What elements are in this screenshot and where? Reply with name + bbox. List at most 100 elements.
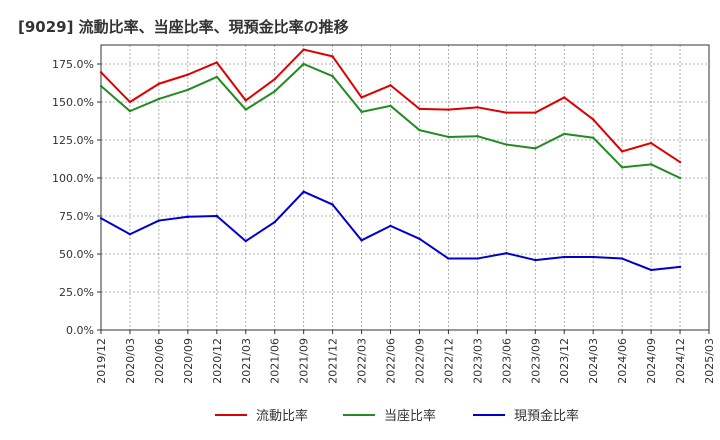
data-point: [331, 55, 334, 58]
data-point: [360, 110, 363, 114]
data-point: [99, 217, 103, 220]
data-point: [157, 97, 161, 101]
data-point: [99, 84, 103, 88]
data-point: [128, 233, 132, 236]
x-tick-label: 2020/12: [211, 338, 224, 384]
data-point: [563, 132, 566, 136]
data-point: [128, 100, 132, 104]
data-point: [389, 224, 392, 228]
data-point: [534, 111, 537, 114]
data-point: [244, 108, 247, 111]
x-tick-label: 2021/06: [269, 338, 282, 384]
y-tick-label: 75.0%: [59, 210, 94, 223]
data-point: [302, 48, 305, 51]
legend-label: 現預金比率: [514, 408, 579, 424]
data-point: [620, 257, 624, 260]
y-axis-ticks: 0.0% 25.0% 50.0% 75.0% 100.0% 125.0% 150.0% 175…: [52, 58, 101, 337]
legend-label: 当座比率: [384, 408, 436, 424]
x-tick-label: 2020/03: [124, 338, 137, 384]
data-point: [244, 239, 247, 243]
x-tick-label: 2023/06: [500, 338, 513, 384]
data-point: [331, 74, 334, 78]
data-point: [447, 257, 450, 260]
data-point: [505, 143, 508, 146]
data-point: [302, 62, 305, 66]
data-point: [186, 215, 190, 218]
x-tick-label: 2024/06: [616, 338, 629, 384]
data-point: [649, 268, 653, 272]
x-tick-label: 2024/09: [645, 338, 658, 384]
data-point: [678, 160, 682, 164]
data-point: [99, 71, 103, 74]
data-point: [186, 73, 190, 76]
x-tick-label: 2022/03: [356, 338, 369, 384]
x-tick-label: 2023/09: [529, 338, 542, 384]
data-point: [360, 239, 363, 242]
x-tick-label: 2025/03: [703, 338, 716, 384]
data-point: [476, 106, 479, 109]
data-point: [389, 84, 392, 87]
data-point: [128, 109, 132, 113]
data-point: [563, 255, 566, 259]
y-tick-label: 100.0%: [52, 172, 94, 185]
data-point: [505, 252, 508, 255]
x-tick-label: 2024/12: [674, 338, 687, 384]
x-tick-label: 2019/12: [95, 338, 108, 384]
data-point: [418, 237, 421, 240]
data-point: [418, 107, 421, 111]
y-tick-label: 175.0%: [52, 58, 94, 71]
data-point: [302, 190, 305, 193]
plot-frame: [100, 44, 710, 331]
data-point: [215, 214, 219, 218]
x-tick-label: 2022/12: [442, 338, 455, 384]
data-point: [186, 88, 190, 92]
data-point: [273, 220, 276, 224]
x-tick-label: 2020/09: [182, 338, 195, 384]
data-point: [244, 99, 247, 102]
data-point: [534, 258, 537, 262]
series-3: [99, 190, 682, 272]
data-point: [591, 255, 595, 259]
data-point: [447, 135, 450, 139]
x-tick-label: 2022/06: [385, 338, 398, 384]
x-axis-ticks: 2019/12 2020/03 2020/06 2020/09 2020/12 2021/…: [95, 330, 716, 384]
data-point: [620, 150, 624, 153]
data-point: [505, 111, 508, 114]
data-point: [157, 82, 161, 85]
x-tick-label: 2021/09: [298, 338, 311, 384]
y-tick-label: 50.0%: [59, 248, 94, 261]
data-point: [591, 118, 595, 121]
x-tick-label: 2021/03: [240, 338, 253, 384]
data-point: [476, 257, 479, 260]
series-1: [99, 48, 682, 164]
data-point: [447, 108, 450, 111]
data-point: [273, 90, 276, 93]
x-tick-label: 2022/09: [413, 338, 426, 384]
data-point: [649, 141, 653, 145]
x-tick-label: 2023/12: [558, 338, 571, 384]
legend: 流動比率 当座比率 現預金比率: [215, 408, 579, 424]
x-tick-label: 2023/03: [471, 338, 484, 384]
data-point: [678, 176, 682, 180]
data-point: [360, 96, 363, 99]
y-tick-label: 150.0%: [52, 96, 94, 109]
data-point: [273, 78, 276, 81]
data-point: [157, 219, 161, 222]
series-layer: [99, 48, 682, 272]
data-point: [620, 166, 624, 169]
data-point: [389, 104, 392, 108]
data-point: [649, 163, 653, 166]
data-point: [591, 136, 595, 139]
data-point: [418, 128, 421, 132]
x-tick-label: 2021/12: [327, 338, 340, 384]
data-point: [563, 96, 566, 99]
data-point: [678, 265, 682, 269]
y-tick-label: 25.0%: [59, 286, 94, 299]
data-point: [215, 75, 219, 79]
legend-label: 流動比率: [256, 408, 308, 424]
x-tick-label: 2020/06: [153, 338, 166, 384]
data-point: [331, 203, 334, 206]
y-tick-label: 0.0%: [66, 324, 94, 337]
